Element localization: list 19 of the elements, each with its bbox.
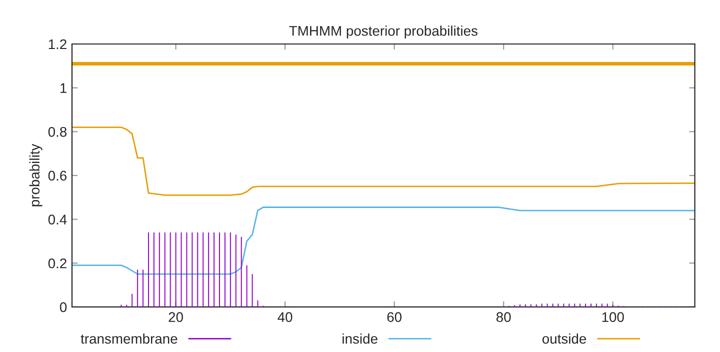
x-tick-label: 60 <box>387 312 402 322</box>
y-tick-label: 0.4 <box>48 214 67 224</box>
y-tick-label: 0.2 <box>48 258 66 268</box>
line-series <box>72 206 695 275</box>
x-tick-label: 20 <box>168 312 183 322</box>
x-tick-label: 40 <box>278 312 292 322</box>
y-tick-label: 1 <box>60 83 66 93</box>
legend-label: transmembrane <box>80 333 178 344</box>
legend-label: inside <box>342 333 378 344</box>
line-series <box>72 126 695 196</box>
x-tick-label: 100 <box>602 312 624 322</box>
y-tick-label: 0 <box>60 302 67 312</box>
y-tick-label: 1.2 <box>48 39 66 50</box>
y-tick-label: 0.8 <box>48 126 67 137</box>
legend-label: outside <box>542 333 586 344</box>
y-tick-label: 0.6 <box>48 170 67 181</box>
x-tick-label: 80 <box>496 312 511 322</box>
y-axis-title: probability <box>29 144 42 206</box>
chart-title: TMHMM posterior probabilities <box>289 26 478 39</box>
